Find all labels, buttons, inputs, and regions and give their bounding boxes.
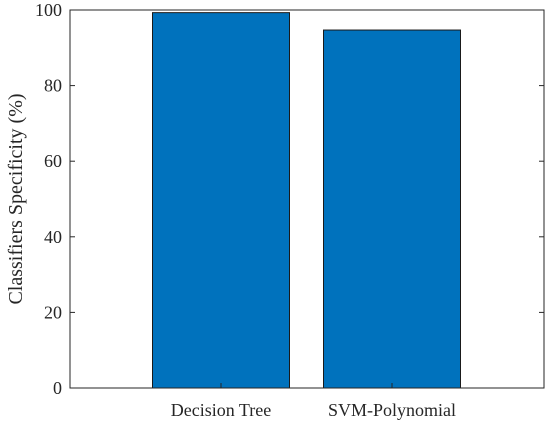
y-tick-label: 80 <box>44 76 62 96</box>
y-tick-label: 40 <box>44 227 62 247</box>
y-tick-label: 0 <box>53 378 62 398</box>
bar-decision-tree <box>152 12 290 389</box>
axes-box <box>69 9 545 389</box>
y-axis-ticks: 0 20 40 60 80 100 <box>35 0 544 398</box>
x-axis-ticks: Decision Tree SVM-Polynomial <box>171 383 456 420</box>
y-tick-label: 20 <box>44 302 62 322</box>
bar-svm-polynomial <box>323 29 461 389</box>
x-tick-label: Decision Tree <box>171 400 272 420</box>
y-tick-label: 60 <box>44 151 62 171</box>
bars-group <box>152 12 461 389</box>
y-axis-label: Classifiers Specificity (%) <box>5 93 27 304</box>
plot-area <box>70 10 544 388</box>
x-tick-label: SVM-Polynomial <box>328 400 456 420</box>
y-tick-label: 100 <box>35 0 62 20</box>
